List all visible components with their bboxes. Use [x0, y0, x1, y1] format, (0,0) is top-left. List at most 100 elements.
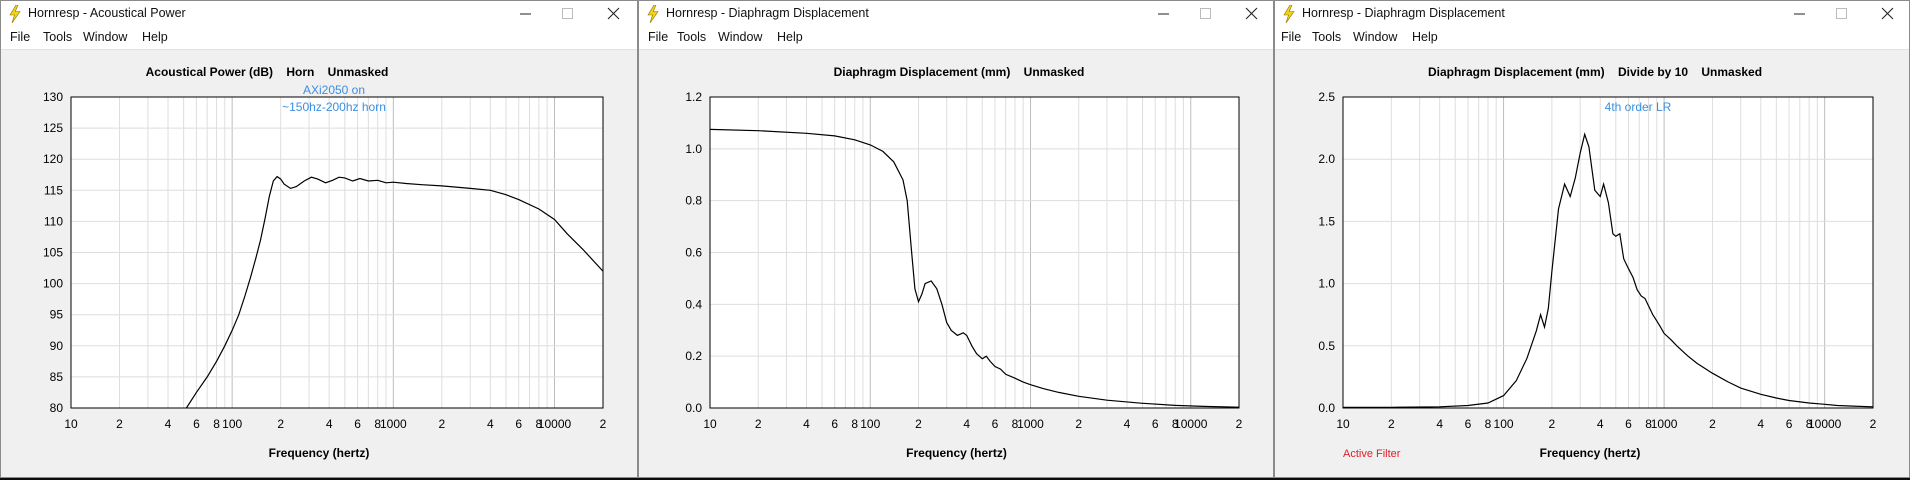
- x-tick-label: 2: [1236, 417, 1243, 431]
- x-tick-label: 4: [1124, 417, 1131, 431]
- x-tick-label: 1000: [1651, 417, 1678, 431]
- menu-bar: File Tools Window Help: [639, 27, 1273, 50]
- y-tick-label: 0.8: [685, 194, 702, 208]
- x-tick-label: 6: [1786, 417, 1793, 431]
- close-icon: [607, 7, 620, 20]
- x-tick-label: 2: [915, 417, 922, 431]
- chart-title: Diaphragm Displacement (mm) Divide by 10…: [1428, 65, 1762, 79]
- menu-file[interactable]: File: [10, 30, 31, 44]
- title-bar[interactable]: Hornresp - Diaphragm Displacement: [1275, 1, 1909, 27]
- menu-tools[interactable]: Tools: [1312, 30, 1342, 44]
- x-tick-label: 10: [64, 417, 78, 431]
- x-tick-label: 2: [1075, 417, 1082, 431]
- menu-tools[interactable]: Tools: [43, 30, 73, 44]
- x-tick-label: 2: [1549, 417, 1556, 431]
- x-tick-label: 100: [860, 417, 880, 431]
- menu-file[interactable]: File: [1281, 30, 1302, 44]
- x-tick-label: 100: [1494, 417, 1514, 431]
- response-curve: [185, 175, 603, 408]
- menu-window[interactable]: Window: [1353, 30, 1398, 44]
- x-axis-label: Frequency (hertz): [906, 446, 1007, 460]
- x-tick-label: 8: [851, 417, 858, 431]
- x-axis-label: Frequency (hertz): [269, 446, 370, 460]
- annotation-note: 4th order LR: [1605, 100, 1672, 114]
- y-tick-label: 130: [43, 90, 63, 104]
- y-tick-label: 85: [50, 370, 64, 384]
- lightning-bolt-icon: [1283, 5, 1295, 23]
- window-title: Hornresp - Acoustical Power: [28, 6, 186, 20]
- window-title: Hornresp - Diaphragm Displacement: [1302, 6, 1505, 20]
- menu-help[interactable]: Help: [1412, 30, 1438, 44]
- plot-frame: [1342, 96, 1874, 409]
- menu-bar: File Tools Window Help: [1275, 27, 1909, 50]
- minimize-icon: [520, 13, 531, 15]
- x-tick-label: 8: [1172, 417, 1179, 431]
- x-tick-label: 2: [277, 417, 284, 431]
- x-tick-label: 6: [193, 417, 200, 431]
- close-button[interactable]: [1865, 1, 1909, 27]
- x-tick-label: 6: [1465, 417, 1472, 431]
- y-tick-label: 1.2: [685, 90, 702, 104]
- menu-window[interactable]: Window: [718, 30, 763, 44]
- x-tick-label: 4: [165, 417, 172, 431]
- x-tick-label: 10000: [538, 417, 572, 431]
- minimize-icon: [1158, 13, 1169, 15]
- menu-file[interactable]: File: [648, 30, 669, 44]
- menu-bar: File Tools Window Help: [1, 27, 637, 50]
- x-tick-label: 2: [116, 417, 123, 431]
- close-icon: [1245, 7, 1258, 20]
- y-tick-label: 1.0: [685, 142, 702, 156]
- x-tick-label: 10000: [1808, 417, 1842, 431]
- menu-help[interactable]: Help: [142, 30, 168, 44]
- y-tick-label: 2.0: [1318, 152, 1335, 166]
- menu-tools[interactable]: Tools: [677, 30, 707, 44]
- maximize-button[interactable]: [545, 1, 591, 27]
- y-tick-label: 95: [50, 308, 64, 322]
- response-curve: [1343, 132, 1873, 408]
- x-tick-label: 8: [1806, 417, 1813, 431]
- x-tick-label: 10: [1336, 417, 1350, 431]
- y-tick-label: 0.6: [685, 246, 702, 260]
- lightning-bolt-icon: [647, 5, 659, 23]
- x-tick-label: 2: [438, 417, 445, 431]
- maximize-button[interactable]: [1819, 1, 1865, 27]
- active-filter-label: Active Filter: [1343, 448, 1401, 460]
- y-tick-label: 0.0: [1318, 401, 1335, 415]
- y-tick-label: 90: [50, 339, 64, 353]
- annotation-note: ~150hz-200hz horn: [282, 100, 386, 114]
- x-tick-label: 6: [1152, 417, 1159, 431]
- plot-frame: [709, 96, 1240, 409]
- close-button[interactable]: [591, 1, 637, 27]
- x-tick-label: 8: [213, 417, 220, 431]
- x-tick-label: 2: [1870, 417, 1877, 431]
- minimize-button[interactable]: [1141, 1, 1187, 27]
- y-tick-label: 0.5: [1318, 339, 1335, 353]
- x-tick-label: 6: [992, 417, 999, 431]
- maximize-icon: [562, 8, 573, 19]
- title-bar[interactable]: Hornresp - Acoustical Power: [1, 1, 637, 27]
- maximize-button[interactable]: [1183, 1, 1229, 27]
- menu-window[interactable]: Window: [83, 30, 128, 44]
- x-tick-label: 4: [803, 417, 810, 431]
- response-curve: [710, 128, 1239, 408]
- menu-help[interactable]: Help: [777, 30, 803, 44]
- title-bar[interactable]: Hornresp - Diaphragm Displacement: [639, 1, 1273, 27]
- y-tick-label: 2.5: [1318, 90, 1335, 104]
- window-diaphragm-displacement[interactable]: Hornresp - Diaphragm Displacement File T…: [638, 0, 1274, 478]
- window-diaphragm-displacement-filtered[interactable]: Hornresp - Diaphragm Displacement File T…: [1274, 0, 1910, 478]
- minimize-button[interactable]: [503, 1, 549, 27]
- y-tick-label: 125: [43, 121, 63, 135]
- close-button[interactable]: [1229, 1, 1273, 27]
- window-title: Hornresp - Diaphragm Displacement: [666, 6, 869, 20]
- window-acoustical-power[interactable]: Hornresp - Acoustical Power File Tools W…: [0, 0, 638, 478]
- annotation-note: AXi2050 on: [303, 83, 365, 97]
- x-tick-label: 1000: [1017, 417, 1044, 431]
- minimize-button[interactable]: [1777, 1, 1823, 27]
- y-tick-label: 1.0: [1318, 277, 1335, 291]
- minimize-icon: [1794, 13, 1805, 15]
- x-tick-label: 4: [1757, 417, 1764, 431]
- y-tick-label: 100: [43, 277, 63, 291]
